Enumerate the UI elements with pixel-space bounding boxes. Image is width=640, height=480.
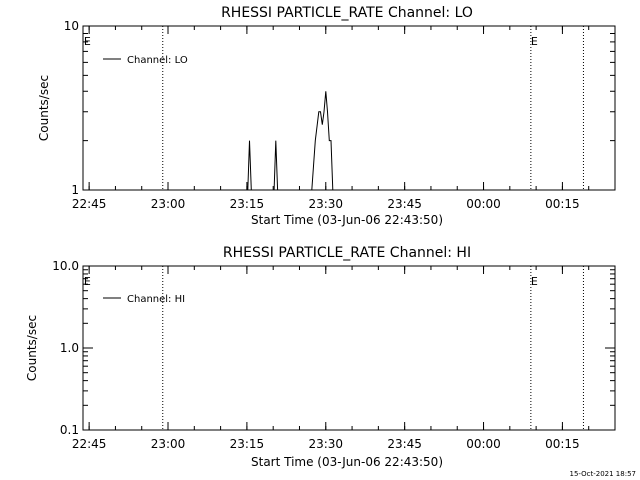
legend: Channel: LO — [103, 55, 188, 66]
x-tick-label: 23:45 — [387, 437, 422, 451]
series-line — [247, 91, 335, 191]
x-tick-label: 00:00 — [466, 197, 501, 211]
x-tick-label: 23:30 — [308, 437, 343, 451]
x-axis-ticks: 22:45 23:00 23:15 23:30 23:45 00:00 00:15 — [72, 266, 616, 451]
y-tick-label: 1 — [71, 183, 79, 197]
x-tick-label: 23:30 — [308, 197, 343, 211]
x-tick-label: 22:45 — [72, 437, 107, 451]
y-axis-ticks: 1 10 — [64, 19, 615, 197]
series-group — [247, 91, 335, 191]
x-tick-label: 23:15 — [230, 197, 265, 211]
event-marker: E — [84, 35, 91, 48]
y-tick-label: 10 — [64, 19, 79, 33]
x-tick-label: 23:15 — [230, 437, 265, 451]
y-axis-label: Counts/sec — [25, 315, 39, 381]
x-axis-ticks: 22:45 23:00 23:15 23:30 23:45 00:00 00:15 — [72, 26, 616, 211]
chart-panel-lo: RHESSI PARTICLE_RATE Channel: LO Counts/… — [37, 5, 616, 227]
y-axis-label: Counts/sec — [37, 75, 51, 141]
legend-entry: Channel: HI — [127, 294, 185, 305]
x-tick-label: 00:15 — [545, 437, 580, 451]
y-tick-label: 0.1 — [60, 423, 79, 437]
event-marker: E — [531, 35, 538, 48]
x-axis-label: Start Time (03-Jun-06 22:43:50) — [251, 455, 443, 469]
event-marker: E — [84, 275, 91, 288]
y-tick-label: 1.0 — [60, 341, 79, 355]
x-tick-label: 23:45 — [387, 197, 422, 211]
y-tick-label: 10.0 — [52, 259, 79, 273]
legend-entry: Channel: LO — [127, 55, 188, 66]
y-axis-ticks: 0.1 1.0 10.0 — [52, 259, 615, 437]
x-axis-label: Start Time (03-Jun-06 22:43:50) — [251, 213, 443, 227]
chart-panel-hi: RHESSI PARTICLE_RATE Channel: HI Counts/… — [25, 245, 616, 469]
dotted-lines — [162, 266, 584, 430]
legend: Channel: HI — [103, 294, 185, 305]
dotted-lines — [162, 26, 584, 190]
timestamp: 15-Oct-2021 18:57 — [570, 470, 636, 478]
event-marker: E — [531, 275, 538, 288]
plot-frame — [82, 25, 616, 191]
x-tick-label: 00:15 — [545, 197, 580, 211]
x-tick-label: 23:00 — [151, 197, 186, 211]
x-tick-label: 00:00 — [466, 437, 501, 451]
x-tick-label: 23:00 — [151, 437, 186, 451]
chart-title: RHESSI PARTICLE_RATE Channel: LO — [221, 5, 473, 21]
x-tick-label: 22:45 — [72, 197, 107, 211]
chart-title: RHESSI PARTICLE_RATE Channel: HI — [223, 245, 471, 261]
